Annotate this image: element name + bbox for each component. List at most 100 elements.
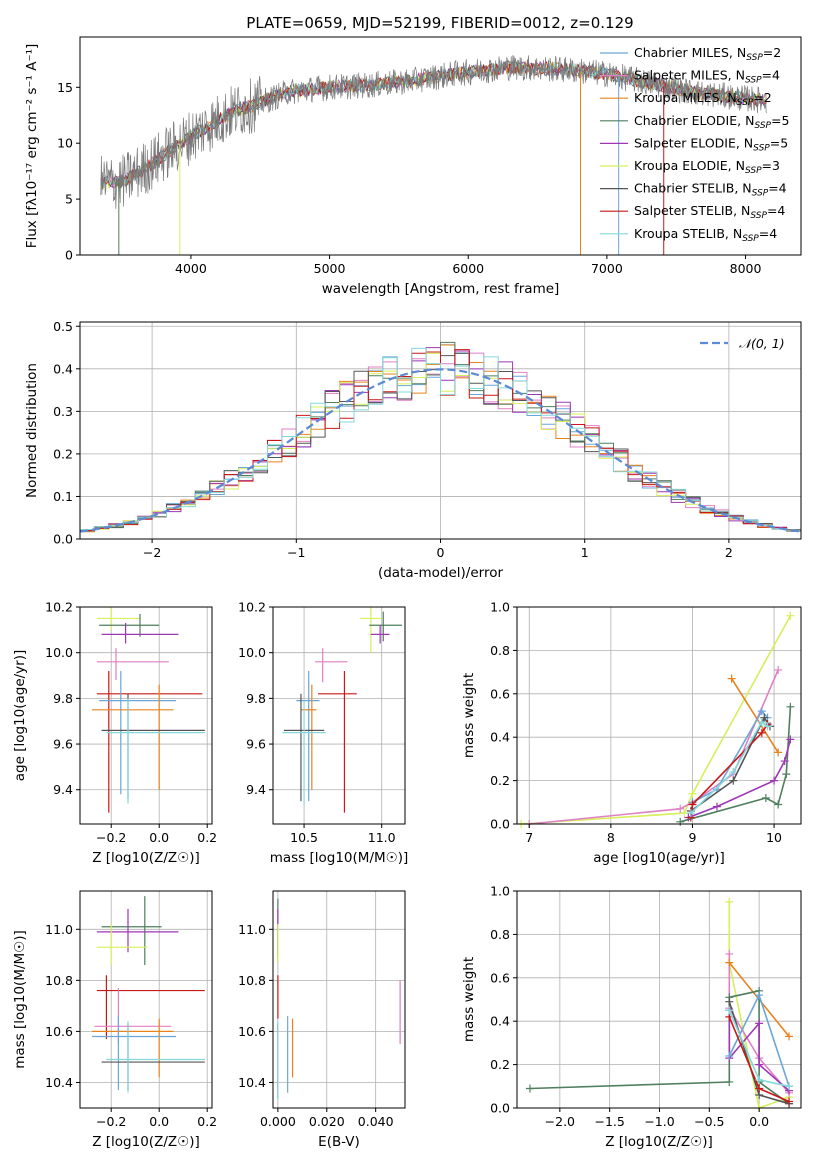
marker-kroupa_stelib [785, 1082, 794, 1091]
x-tick-label: 0.040 [358, 1114, 394, 1129]
x-tick-label: 8000 [730, 261, 762, 276]
x-tick-label: 8 [607, 830, 615, 845]
mass-weight-line-kroupa_stelib [690, 720, 768, 814]
x-tick-label: 7000 [591, 261, 623, 276]
mass-weight-line-kroupa_elodie [728, 901, 790, 1110]
mass-weight-line-salpeter_stelib [690, 723, 769, 818]
marker-chabrier_miles [755, 991, 764, 1000]
y-tick-label: 0.0 [53, 532, 73, 547]
mass-weight-line-chabrier_elodie [529, 989, 790, 1105]
y-tick-label: 0.4 [53, 361, 73, 376]
legend-entry-salpeter_miles: Salpeter MILES, NSSP=4 [634, 68, 780, 86]
marker-kroupa_stelib [729, 767, 738, 776]
marker-chabrier_elodie [525, 1084, 534, 1093]
y-tick-label: 10.6 [45, 1024, 73, 1039]
y-tick-label: 0.2 [53, 446, 73, 461]
y-tick-label: 11.0 [45, 922, 73, 937]
marker-kroupa_elodie [725, 897, 734, 906]
x-tick-label: 6000 [452, 261, 484, 276]
marker-chabrier_stelib [760, 713, 769, 722]
x-axis-label: (data-model)/error [378, 565, 504, 581]
y-axis-label: mass weight [461, 673, 477, 758]
x-tick-label: 4000 [175, 261, 207, 276]
legend-entry-chabrier_elodie: Chabrier ELODIE, NSSP=5 [634, 113, 789, 131]
marker-kroupa_miles [727, 674, 736, 683]
spectrum-panel: 4000 5000 6000 7000 8000 0 5 10 15 wavelength [An… [24, 36, 802, 297]
y-tick-label: 10.6 [238, 1024, 266, 1039]
y-axis-label: age [log10(age/yr)] [12, 650, 28, 782]
marker-salpeter_stelib [785, 1097, 794, 1106]
y-tick-label: 10.8 [45, 973, 73, 988]
marker-chabrier_elodie [782, 770, 791, 779]
x-axis-label: Z [log10(Z/Z☉)] [92, 1134, 200, 1150]
y-tick-label: 0.1 [53, 489, 73, 504]
figure-title: PLATE=0659, MJD=52199, FIBERID=0012, z=0… [246, 14, 633, 32]
marker-kroupa_elodie [786, 611, 795, 620]
marker-salpeter_miles [725, 949, 734, 958]
mass-weight-line-kroupa_miles [730, 678, 779, 753]
legend-entry-chabrier_miles: Chabrier MILES, NSSP=2 [634, 45, 781, 63]
marker-salpeter_stelib [688, 800, 697, 809]
marker-salpeter_elodie [770, 776, 779, 785]
normal-curve [79, 368, 802, 533]
marker-salpeter_elodie [786, 735, 795, 744]
axes-frame [516, 606, 802, 825]
y-tick-label: 10 [57, 136, 73, 151]
y-tick-label: 10.0 [238, 645, 266, 660]
y-tick-label: 11.0 [238, 922, 266, 937]
y-tick-label: 1.0 [490, 600, 510, 615]
residuals-panel: −2 −1 0 1 2 0.0 0.1 0.2 0.3 0.4 0.5 (data-model)/er… [24, 319, 802, 581]
y-tick-label: 0.5 [53, 319, 73, 334]
x-tick-label: 0.020 [309, 1114, 345, 1129]
legend-entry-salpeter_elodie: Salpeter ELODIE, NSSP=5 [634, 135, 788, 153]
y-tick-label: 0.8 [490, 643, 510, 658]
y-tick-label: 9.4 [53, 782, 73, 797]
mass_vs_EBV-panel: 0.000 0.020 0.040 10.4 10.6 10.8 11.0 E(B-V) [238, 890, 406, 1150]
marker-chabrier_stelib [729, 776, 738, 785]
marker-chabrier_elodie [725, 1077, 734, 1086]
y-tick-label: 0 [65, 248, 73, 263]
x-tick-label: −0.5 [694, 1114, 724, 1129]
marker-chabrier_elodie [786, 702, 795, 711]
x-axis-label: Z [log10(Z/Z☉)] [605, 1134, 713, 1150]
axes-frame [272, 606, 406, 825]
y-axis-label: mass [log10(M/M☉)] [12, 930, 28, 1069]
legend-entry-normal: 𝒩(0, 1) [739, 336, 785, 351]
x-axis-label: wavelength [Angstrom, rest frame] [322, 281, 560, 297]
x-tick-label: 0.2 [197, 1114, 217, 1129]
marker-chabrier_stelib [725, 997, 734, 1006]
y-tick-label: 0.2 [490, 773, 510, 788]
marker-chabrier_elodie [676, 817, 685, 826]
x-tick-label: 0.0 [149, 830, 169, 845]
marker-kroupa_stelib [686, 809, 695, 818]
axes-frame [79, 890, 213, 1109]
y-tick-label: 10.8 [238, 973, 266, 988]
x-tick-label: 0.0 [149, 1114, 169, 1129]
histogram-kroupa_stelib [80, 347, 801, 532]
x-tick-label: 0.000 [260, 1114, 296, 1129]
y-tick-label: 0.2 [490, 1057, 510, 1072]
marker-kroupa_miles [725, 958, 734, 967]
mass_vs_Z-panel: −0.2 0.0 0.2 10.4 10.6 10.8 11.0 Z [log10(Z/Z☉)… [12, 890, 217, 1150]
marker-kroupa_stelib [763, 722, 772, 731]
x-tick-label: 7 [525, 830, 533, 845]
x-tick-label: −1.0 [644, 1114, 674, 1129]
age_vs_Z-panel: −0.2 0.0 0.2 9.4 9.6 9.8 10.0 10.2 Z [log10(Z/Z☉… [12, 600, 217, 867]
x-tick-label: −0.2 [96, 1114, 126, 1129]
y-axis-label: mass weight [461, 957, 477, 1042]
legend-entry-salpeter_stelib: Salpeter STELIB, NSSP=4 [634, 203, 785, 221]
legend-entry-kroupa_stelib: Kroupa STELIB, NSSP=4 [634, 226, 777, 244]
axes-frame [272, 890, 406, 1109]
x-tick-label: −2.0 [545, 1114, 575, 1129]
marker-chabrier_elodie [761, 793, 770, 802]
x-tick-label: 0.0 [749, 1114, 769, 1129]
y-tick-label: 0.0 [490, 1101, 510, 1116]
y-axis-label: Normed distribution [24, 363, 40, 498]
x-tick-label: −0.2 [96, 830, 126, 845]
y-tick-label: 10.2 [238, 600, 266, 615]
y-tick-label: 0.6 [490, 686, 510, 701]
y-tick-label: 0.4 [490, 1014, 510, 1029]
marker-salpeter_elodie [755, 1019, 764, 1028]
x-tick-label: −2 [143, 545, 161, 560]
